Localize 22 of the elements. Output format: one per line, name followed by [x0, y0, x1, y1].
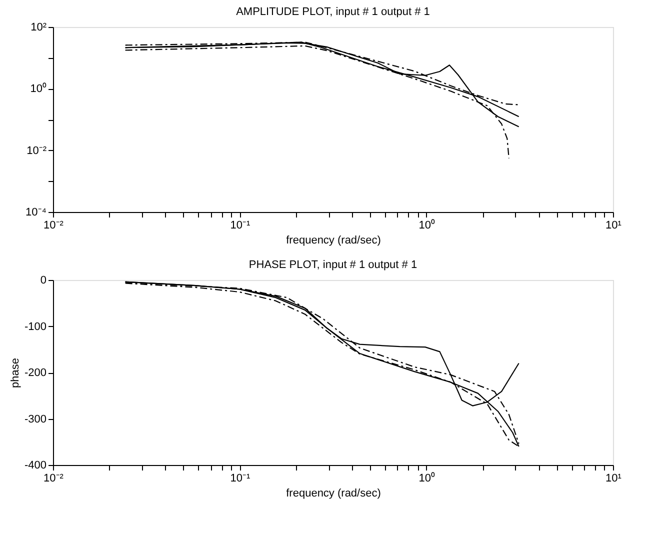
y-tick-label: -400: [24, 460, 46, 472]
x-tick-label: 10⁰: [418, 472, 435, 484]
y-tick-label: 10⁻²: [26, 144, 47, 157]
y-tick-label: 10⁰: [30, 82, 46, 96]
y-axis-title: phase: [9, 358, 22, 388]
x-tick-label: 10¹: [606, 220, 622, 232]
x-tick-label: 10⁻¹: [230, 472, 250, 484]
chart-title: PHASE PLOT, input # 1 output # 1: [248, 259, 418, 271]
x-axis-title: frequency (rad/sec): [286, 488, 381, 500]
x-axis-title: frequency (rad/sec): [286, 234, 381, 246]
x-tick-label: 10⁻¹: [230, 220, 250, 232]
y-tick-label: 10⁻⁴: [26, 206, 47, 218]
x-tick-label: 10⁻²: [44, 220, 64, 232]
x-tick-label: 10⁻²: [44, 472, 64, 484]
y-tick-label: -200: [24, 367, 46, 379]
y-tick-label: 0: [40, 274, 46, 286]
y-tick-label: -300: [24, 413, 46, 426]
x-tick-label: 10¹: [606, 472, 622, 484]
chart-title: AMPLITUDE PLOT, input # 1 output # 1: [236, 6, 430, 18]
x-tick-label: 10⁰: [418, 218, 435, 232]
y-tick-label: -100: [24, 320, 46, 333]
y-tick-label: 10²: [30, 22, 47, 34]
